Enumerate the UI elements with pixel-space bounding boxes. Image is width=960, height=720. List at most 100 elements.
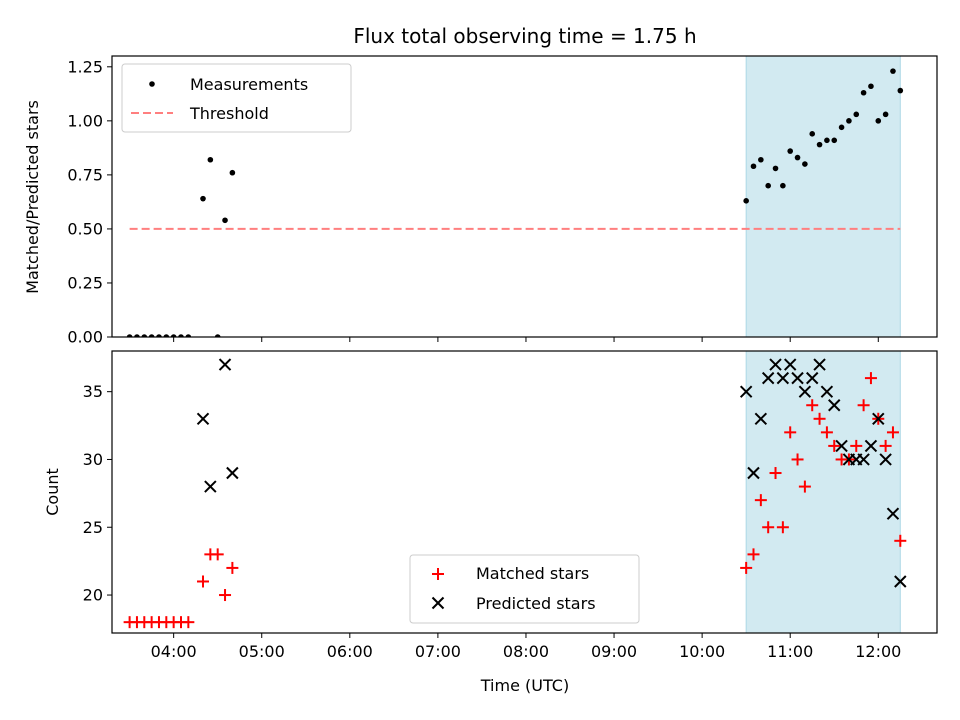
- legend-marker: [431, 596, 445, 610]
- measurement-point: [185, 334, 192, 337]
- legend-entry-threshold: Threshold: [131, 104, 269, 123]
- matched-star-marker: [740, 561, 753, 574]
- axes-frame: [111, 350, 938, 634]
- measurement-point: [214, 334, 221, 337]
- predicted-star-marker: [218, 358, 232, 371]
- measurement-point: [802, 161, 808, 167]
- observing-window-span: [745, 56, 901, 337]
- matched-star-marker: [879, 439, 892, 452]
- predicted-star-marker: [769, 358, 782, 371]
- predicted-star-marker: [879, 453, 892, 466]
- matched-star-marker: [197, 575, 210, 588]
- measurement-point: [200, 195, 206, 202]
- measurement-point: [207, 156, 214, 163]
- measurement-point: [824, 137, 830, 144]
- predicted-star-marker: [864, 439, 878, 453]
- x-tick-label: 07:00: [415, 642, 461, 661]
- matched-star-marker: [806, 399, 819, 412]
- predicted-star-marker: [806, 371, 819, 385]
- legend-label: Matched stars: [476, 564, 589, 583]
- matched-star-marker: [226, 561, 239, 574]
- matched-star-marker: [747, 548, 760, 561]
- y-tick-label: 25: [83, 518, 103, 537]
- legend-box: [409, 554, 640, 624]
- measurement-point: [831, 137, 838, 144]
- x-tick-label: 12:00: [855, 642, 901, 661]
- measurement-point: [170, 334, 177, 337]
- matched-star-marker: [211, 548, 224, 561]
- predicted-star-marker: [204, 480, 217, 493]
- measurement-point: [890, 68, 896, 74]
- y-tick-label: 0.50: [67, 219, 103, 238]
- top-y-axis-label: Matched/Predicted stars: [23, 100, 42, 294]
- predicted-star-marker: [761, 371, 775, 385]
- x-tick-label: 08:00: [503, 642, 549, 661]
- top-legend: Measurements Threshold: [121, 63, 352, 133]
- measurement-point: [853, 111, 860, 118]
- matched-star-marker: [219, 589, 232, 602]
- measurement-point: [868, 83, 874, 90]
- y-tick-label: 0.00: [67, 328, 103, 347]
- predicted-star-marker: [739, 385, 753, 398]
- bottom-legend: Matched stars Predicted stars: [409, 554, 640, 624]
- predicted-star-marker: [754, 412, 768, 425]
- predicted-star-marker: [791, 371, 804, 385]
- measurement-point: [816, 141, 823, 148]
- measurement-point: [772, 165, 779, 172]
- measurement-point: [758, 156, 764, 163]
- measurement-point: [838, 124, 845, 131]
- predicted-star-marker: [798, 385, 812, 398]
- bottom-panel: 20 25 30 35 04:00 05:00 06:00 07:00 08:00 09:00 1…: [43, 350, 938, 695]
- predicted-star-marker: [196, 412, 210, 425]
- measurement-point: [141, 334, 148, 337]
- y-tick-label: 35: [83, 382, 103, 401]
- matched-star-marker: [182, 616, 195, 629]
- bottom-y-axis-label: Count: [43, 468, 62, 516]
- bottom-plot-area: [111, 350, 938, 634]
- measurement-point: [750, 163, 757, 170]
- legend-box: [121, 63, 352, 133]
- measurement-point: [875, 118, 882, 124]
- top-panel: 0.00 0.25 0.50 0.75 1.00 1.25 Matched/Predict…: [23, 55, 938, 347]
- matched-star-marker: [813, 412, 826, 425]
- legend-label: Predicted stars: [476, 594, 596, 613]
- predicted-star-marker: [747, 466, 760, 480]
- top-x-axis: [173, 337, 879, 342]
- measurement-point: [126, 334, 133, 337]
- measurement-point: [897, 87, 904, 94]
- legend-marker: [149, 81, 155, 87]
- measurement-point: [882, 111, 889, 118]
- predicted-star-marker: [886, 507, 900, 520]
- bottom-x-axis-label: Time (UTC): [480, 676, 569, 695]
- chart-title: Flux total observing time = 1.75 h: [353, 24, 696, 48]
- matched-star-marker: [762, 521, 775, 534]
- measurement-point: [743, 198, 749, 204]
- legend-entry-matched-stars: Matched stars: [432, 564, 589, 583]
- measurement-point: [222, 217, 228, 224]
- predicted-star-marker: [894, 575, 907, 588]
- predicted-star-marker: [872, 412, 885, 425]
- legend-entry-predicted-stars: Predicted stars: [431, 594, 596, 613]
- y-tick-label: 1.25: [67, 57, 103, 76]
- measurement-point: [178, 334, 184, 337]
- matched-star-marker: [850, 439, 863, 452]
- x-tick-label: 11:00: [767, 642, 813, 661]
- predicted-star-marker: [226, 466, 239, 480]
- measurement-point: [787, 148, 794, 154]
- y-tick-label: 30: [83, 450, 103, 469]
- measurement-point: [794, 154, 801, 161]
- predicted-star-marker: [835, 439, 848, 453]
- matched-star-marker: [857, 399, 870, 412]
- matched-star-marker: [886, 426, 899, 439]
- matched-star-marker: [864, 372, 877, 385]
- top-y-axis: 0.00 0.25 0.50 0.75 1.00 1.25: [67, 57, 112, 347]
- legend-label: Measurements: [190, 75, 308, 94]
- measurement-point: [765, 182, 771, 189]
- measurement-point: [156, 334, 162, 337]
- matched-star-marker: [769, 467, 782, 480]
- measurement-point: [163, 334, 170, 337]
- measurement-point: [809, 131, 816, 137]
- bottom-x-axis: 04:00 05:00 06:00 07:00 08:00 09:00 10:00 11:00…: [151, 633, 901, 661]
- measurement-point: [780, 182, 786, 189]
